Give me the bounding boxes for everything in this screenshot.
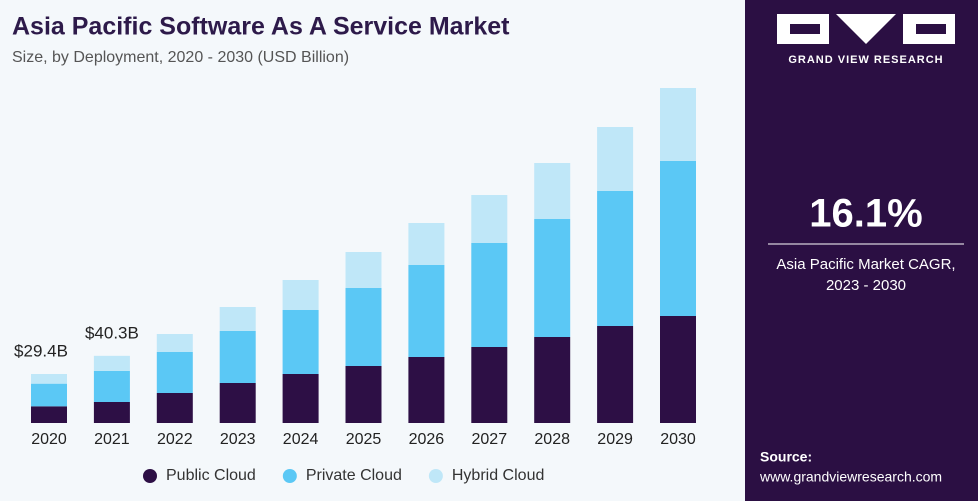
brand: GRAND VIEW RESEARCH (788, 54, 943, 66)
bar-segment (660, 88, 696, 161)
bar-segment (156, 393, 193, 423)
x-tick-label: 2027 (472, 431, 508, 448)
legend-swatch (282, 469, 297, 483)
bar-segment (219, 331, 256, 383)
legend-label: Hybrid Cloud (452, 467, 544, 484)
bar-segment (534, 219, 571, 337)
chart-title: Asia Pacific Software As A Service Marke… (12, 13, 510, 41)
bar-segment (408, 357, 445, 423)
cagr-value: 16.1% (809, 192, 922, 236)
x-tick-label: 2026 (409, 431, 445, 448)
bar-segment (31, 374, 67, 384)
x-tick-label: 2028 (534, 431, 570, 448)
bar-segment (219, 383, 256, 423)
bar-segment (534, 163, 571, 219)
chart-subtitle: Size, by Deployment, 2020 - 2030 (USD Bi… (12, 49, 349, 66)
source-label: Source: (760, 449, 812, 465)
plot-background (0, 0, 745, 501)
legend-label: Private Cloud (306, 467, 402, 484)
x-tick-label: 2021 (94, 431, 130, 448)
bar-segment (471, 243, 508, 347)
legend-swatch (143, 469, 157, 483)
side-panel (745, 0, 978, 501)
bar-segment (31, 383, 67, 407)
bar-segment (93, 355, 130, 371)
bar-segment (156, 352, 193, 393)
cagr-label: 2023 - 2030 (826, 277, 906, 294)
bar-segment (282, 280, 319, 310)
x-tick-label: 2022 (157, 431, 193, 448)
bar-segment (156, 334, 193, 352)
bar-segment (93, 402, 130, 423)
bar-segment (597, 191, 634, 326)
bar-segment (282, 310, 319, 374)
annotation: $29.4B (14, 341, 68, 360)
cagr-label: Asia Pacific Market CAGR, (776, 256, 955, 273)
x-tick-label: 2020 (31, 431, 67, 448)
bar-segment (471, 347, 508, 423)
bar-segment (534, 337, 571, 423)
bar-segment (31, 406, 67, 423)
bar-segment (345, 288, 382, 366)
bar-segment (345, 366, 382, 423)
logo (777, 14, 955, 44)
legend-label: Public Cloud (166, 467, 256, 484)
x-tick-label: 2030 (660, 431, 696, 448)
bar-segment (282, 374, 319, 423)
x-tick-label: 2023 (220, 431, 256, 448)
bar-segment (219, 307, 256, 331)
bar-segment (597, 127, 634, 191)
bar-segment (660, 316, 696, 423)
bar-segment (93, 370, 130, 402)
annotation: $40.3B (85, 323, 139, 342)
bar-segment (471, 195, 508, 243)
source: www.grandviewresearch.com (759, 469, 942, 485)
x-tick-label: 2025 (346, 431, 382, 448)
bar-segment (408, 265, 445, 357)
x-tick-label: 2024 (283, 431, 319, 448)
bar-segment (345, 252, 382, 288)
legend-swatch (428, 469, 443, 483)
x-tick-label: 2029 (597, 431, 633, 448)
bar-segment (597, 326, 634, 423)
bar-segment (660, 161, 696, 316)
bar-segment (408, 223, 445, 265)
